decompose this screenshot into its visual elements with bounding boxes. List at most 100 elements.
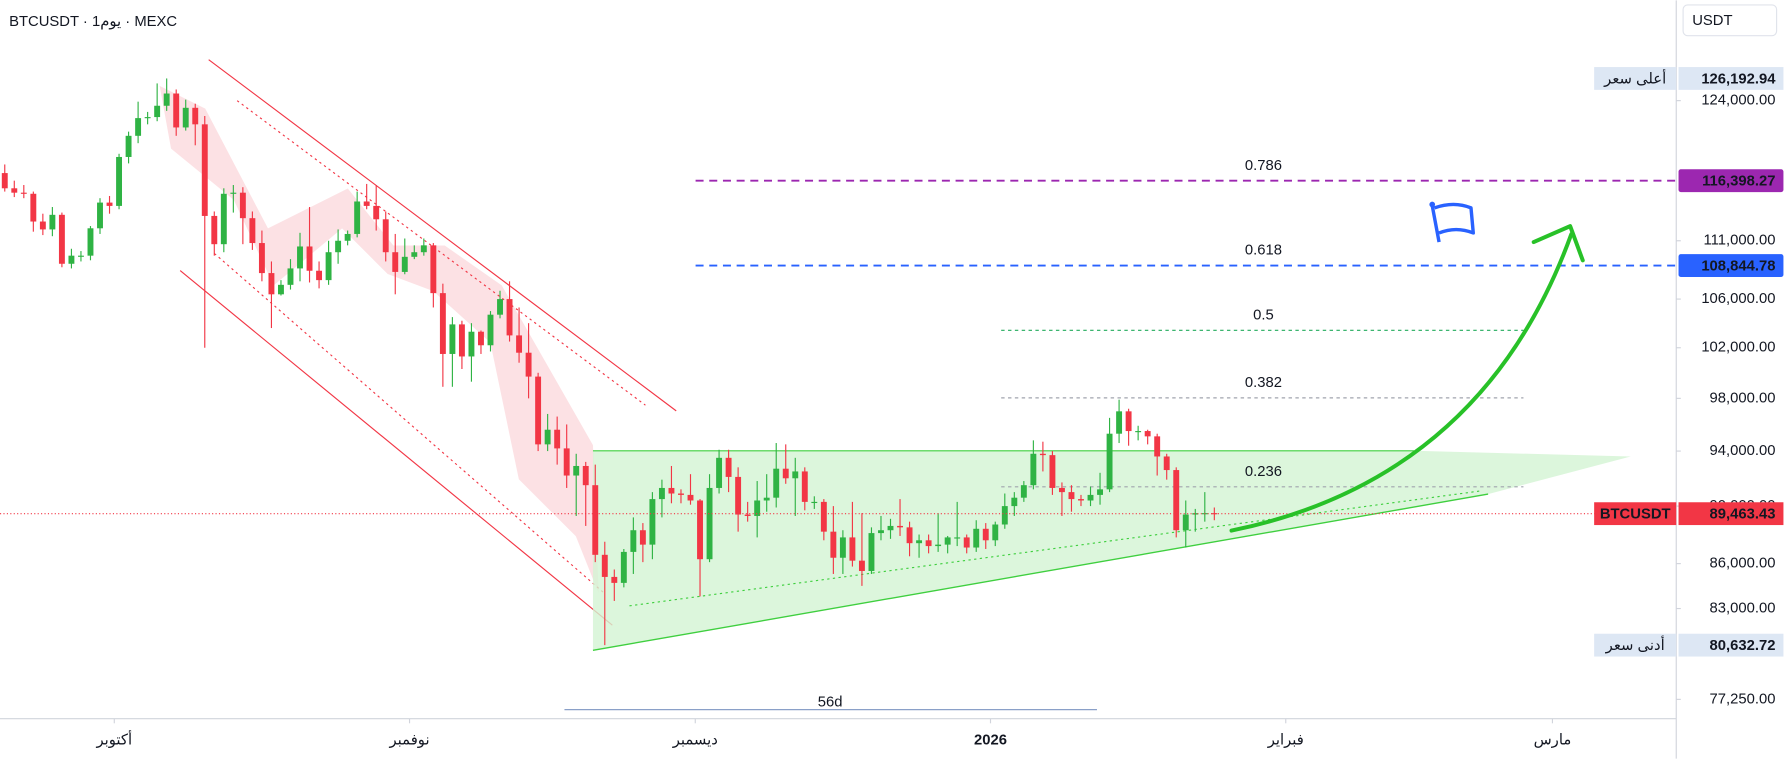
candle-body <box>582 465 589 486</box>
candle-body <box>735 476 742 515</box>
candle-body <box>763 497 770 501</box>
candle-body <box>230 192 237 194</box>
candle-body <box>497 299 503 315</box>
candle-body <box>287 268 294 285</box>
candle-body <box>30 193 37 222</box>
candle-body <box>592 485 599 555</box>
candle-body <box>1030 453 1037 486</box>
candle-body <box>868 533 875 571</box>
candle-body <box>525 352 532 377</box>
candle-body <box>201 124 208 216</box>
triangle-area <box>592 450 1631 651</box>
fib-level: 0.236 <box>1245 464 1282 480</box>
price-name: BTCUSDT <box>1600 507 1671 523</box>
candle-body <box>1106 433 1113 490</box>
candle-body <box>954 537 961 539</box>
candle-body <box>449 324 456 354</box>
candle-body <box>1154 436 1161 457</box>
triangle-mid <box>629 490 1483 607</box>
fib-price-label: 108,844.78 <box>1701 259 1775 275</box>
candle-body <box>506 299 513 336</box>
candle-body <box>630 530 637 552</box>
candle-body <box>468 331 475 357</box>
candle-body <box>144 117 151 119</box>
candle-body <box>744 514 751 516</box>
candle-body <box>1182 514 1189 531</box>
candle-body <box>192 107 199 125</box>
candle-body <box>1058 487 1065 493</box>
candle-body <box>58 214 65 264</box>
candle-body <box>411 252 418 257</box>
candle-body <box>1144 431 1151 437</box>
candle-body <box>573 465 580 476</box>
price-label: 80,632.72 <box>1710 638 1776 654</box>
candle-body <box>354 201 361 234</box>
candle-body <box>220 193 227 245</box>
x-tick-label: 2026 <box>974 732 1007 748</box>
y-tick-label: 106,000.00 <box>1701 291 1775 307</box>
candle-body <box>116 156 123 206</box>
candle-body <box>211 215 218 245</box>
candle-body <box>601 554 608 577</box>
candle-body <box>858 560 865 571</box>
x-tick-label: أكتوبر <box>95 729 132 748</box>
candle-body <box>1192 513 1199 515</box>
candle-body <box>268 273 275 295</box>
candle-body <box>649 499 656 545</box>
candle-body <box>182 107 189 128</box>
x-tick-label: نوفمبر <box>389 732 430 748</box>
candle-body <box>725 457 732 477</box>
candle-body <box>1078 499 1084 501</box>
candle-body <box>1097 489 1103 495</box>
candle-body <box>935 544 942 547</box>
channel-line <box>179 270 613 626</box>
flag-dot <box>1429 201 1436 208</box>
candle-body <box>439 293 446 354</box>
candle-body <box>963 537 970 548</box>
fib-price-label: 116,398.27 <box>1702 174 1775 190</box>
fib-level: 0.382 <box>1245 375 1282 391</box>
x-tick-label: مارس <box>1534 732 1572 748</box>
candle-body <box>249 218 256 244</box>
candle-body <box>820 501 827 532</box>
candle-body <box>1125 411 1132 432</box>
candle-body <box>1116 411 1123 434</box>
price-box <box>1678 67 1784 90</box>
candle-body <box>1211 513 1218 515</box>
candle-body <box>658 487 665 500</box>
candle-body <box>1087 494 1094 501</box>
fib-level: 0.786 <box>1245 158 1282 174</box>
candle-body <box>87 228 94 256</box>
candle-body <box>478 331 484 346</box>
candle-body <box>344 233 351 241</box>
currency-box[interactable] <box>1682 4 1778 37</box>
candle-body <box>458 324 465 357</box>
candle-body <box>897 525 903 528</box>
fib-levels: 0.786 0.618 0.5 0.382 0.236 <box>695 158 1677 488</box>
candle-body <box>278 284 284 295</box>
candle-body <box>554 429 561 449</box>
candle-body <box>335 240 342 253</box>
x-tick-label: فبراير <box>1267 732 1304 748</box>
price-name-box <box>1594 502 1677 526</box>
candle-body <box>849 537 856 561</box>
candle-body <box>49 214 56 230</box>
candle-body <box>1011 497 1018 507</box>
candle-body <box>925 540 932 547</box>
candles <box>0 78 1677 646</box>
candle-body <box>811 501 818 504</box>
candle-body <box>78 255 84 257</box>
candle-body <box>611 576 618 583</box>
candle-body <box>544 429 551 445</box>
candle-body <box>154 105 161 118</box>
candle-body <box>1163 456 1170 471</box>
candle-body <box>1049 455 1056 488</box>
y-tick-label: 77,250.00 <box>1710 691 1776 707</box>
price-name: أعلى سعر <box>1603 69 1666 88</box>
candle-body <box>516 335 523 353</box>
candle-body <box>392 252 399 272</box>
candle-body <box>678 493 684 495</box>
candle-body <box>782 468 789 479</box>
candle-body <box>1173 470 1180 531</box>
